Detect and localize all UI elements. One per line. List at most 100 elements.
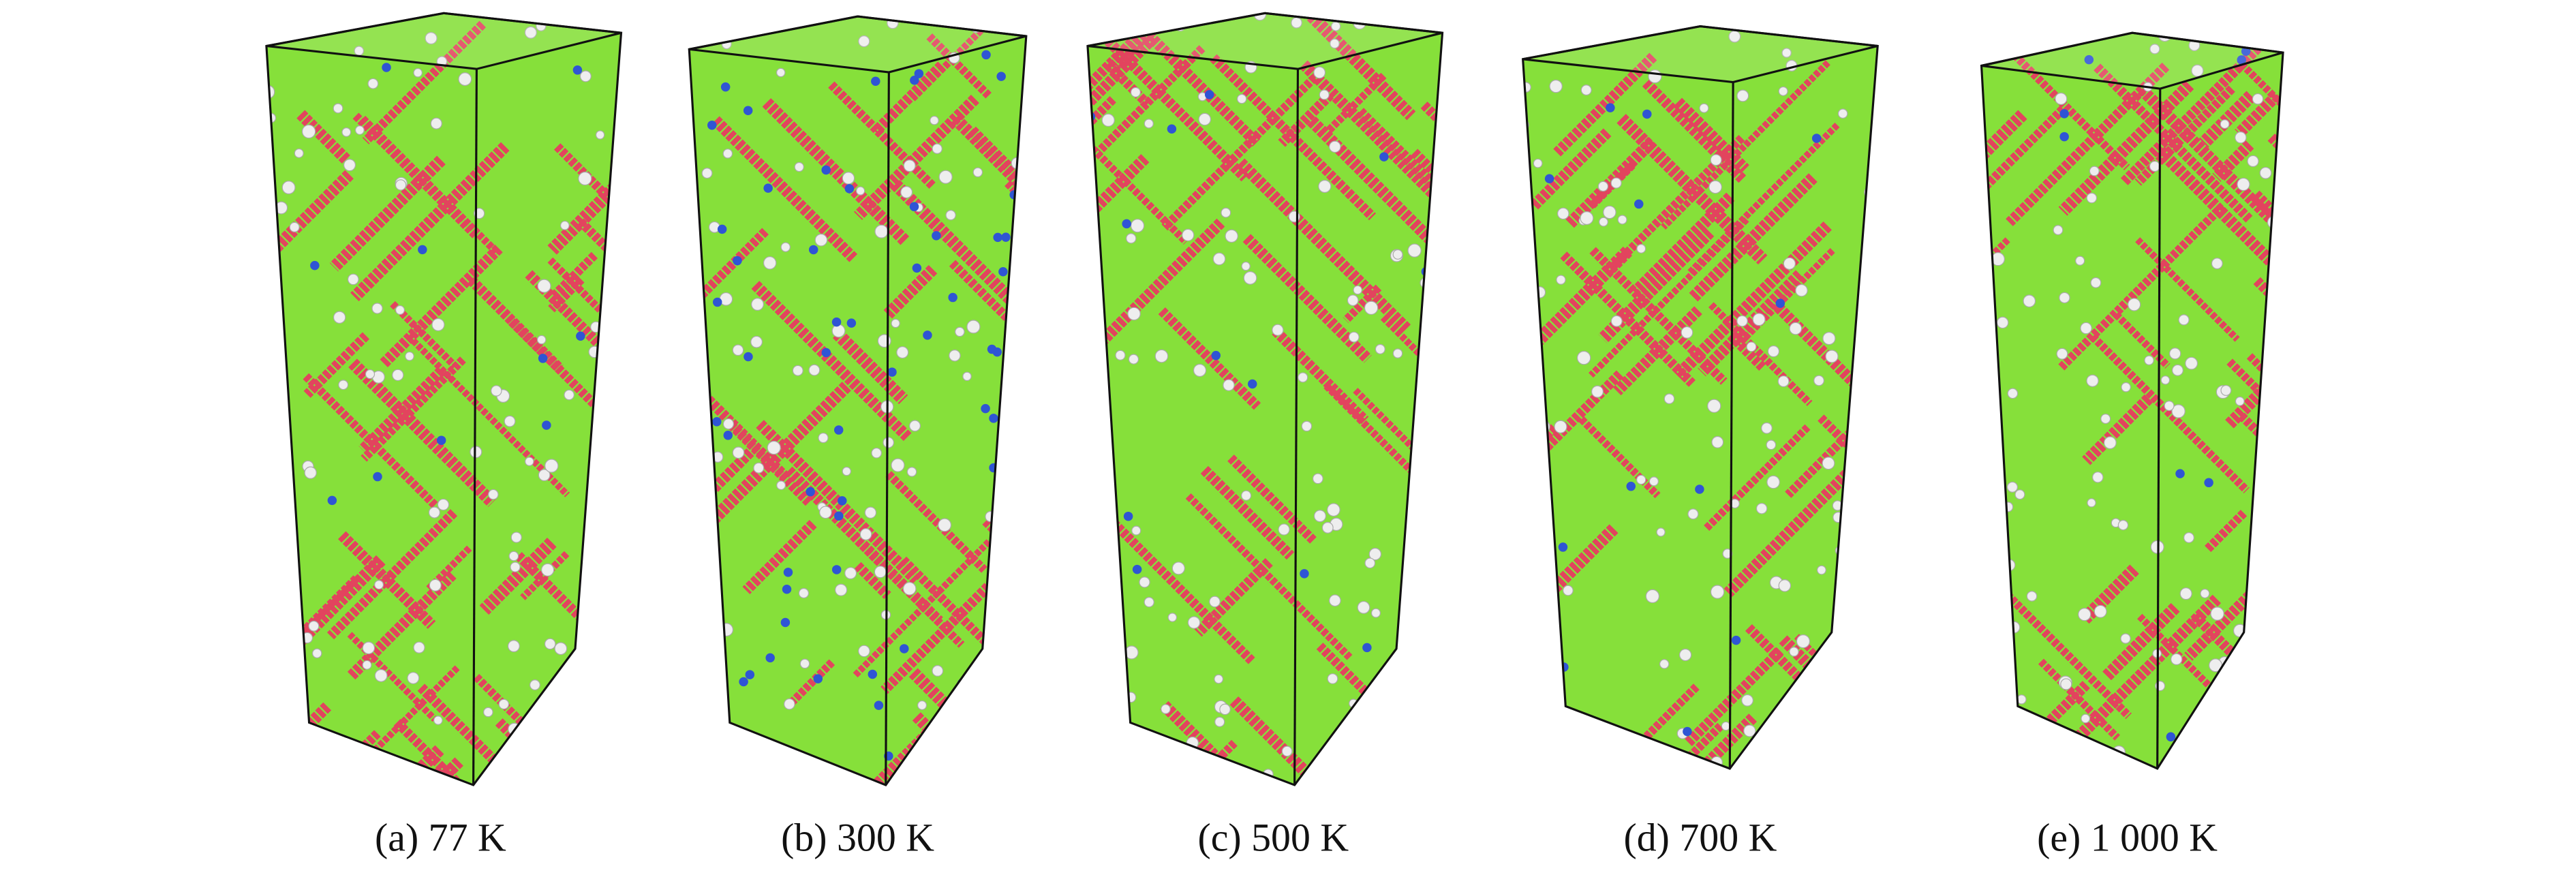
atom [510, 561, 521, 572]
stacking-fault [912, 712, 1026, 786]
atom [1130, 87, 1141, 97]
atom [1128, 354, 1139, 365]
stacking-fault [303, 332, 370, 398]
atom [874, 566, 887, 579]
atom [333, 311, 346, 324]
atom [597, 412, 611, 426]
atom [1840, 716, 1850, 725]
atom [1127, 307, 1141, 321]
atom [538, 354, 548, 363]
atom [1300, 569, 1309, 579]
atom [1811, 134, 1822, 143]
stacking-fault [1687, 173, 1818, 303]
box-outline [1980, 31, 2284, 770]
atom [1681, 326, 1693, 339]
atom [723, 431, 733, 440]
atom [430, 117, 442, 129]
atom [694, 662, 704, 673]
atom [458, 72, 472, 87]
stacking-fault [921, 747, 1026, 786]
atom [1362, 643, 1372, 653]
stacking-fault [2204, 510, 2248, 553]
atom [966, 320, 981, 334]
atom [1131, 525, 1141, 536]
atom [525, 457, 534, 466]
atom [858, 35, 870, 48]
atom [1313, 510, 1327, 523]
atom [1376, 691, 1389, 704]
atom [1212, 252, 1226, 266]
box-edge [885, 72, 890, 786]
box-outline [265, 12, 623, 786]
atom [491, 385, 502, 397]
atom [2078, 608, 2091, 621]
atom [2238, 686, 2248, 696]
atom [1392, 737, 1402, 747]
atom [392, 369, 404, 382]
atom [431, 318, 445, 332]
atom [1281, 745, 1293, 757]
stacking-fault [1708, 302, 1813, 406]
atom [1550, 653, 1561, 664]
simulation-box [265, 12, 623, 786]
atom [2179, 587, 2192, 600]
atom [1636, 244, 1646, 253]
atom [1125, 692, 1137, 703]
stacking-fault [390, 301, 458, 369]
atom [712, 297, 722, 307]
stacking-fault [2267, 134, 2284, 260]
atom [1795, 283, 1808, 297]
atom [1225, 229, 1238, 243]
atom [883, 437, 895, 448]
atom [373, 472, 382, 482]
atom [923, 330, 932, 340]
atom [266, 589, 275, 600]
atom [327, 495, 337, 506]
atom [720, 82, 731, 92]
atom [1818, 698, 1828, 709]
atom [365, 369, 375, 380]
atom [1368, 547, 1382, 561]
box-body [1981, 33, 2284, 769]
atom [1597, 181, 1609, 192]
stacking-fault [266, 730, 381, 786]
atom [806, 487, 815, 497]
atom [2120, 633, 2131, 644]
atom [585, 750, 599, 764]
panel-label: (a) 77 K [375, 815, 506, 859]
stacking-fault [553, 143, 611, 200]
atom [871, 447, 882, 459]
atom [1193, 363, 1207, 378]
atom [2061, 741, 2074, 754]
atom [2183, 532, 2194, 543]
simulation-box [1980, 31, 2284, 770]
atom [1695, 484, 1704, 494]
atom [1746, 341, 1757, 352]
atom [1557, 207, 1569, 220]
atom [2094, 604, 2107, 618]
atom [988, 581, 1002, 594]
atom [1711, 435, 1724, 448]
atom [2235, 132, 2247, 144]
atom [996, 72, 1006, 81]
atom [1353, 285, 1362, 295]
atom [701, 168, 713, 179]
stacking-fault [495, 718, 622, 786]
stacking-fault [1981, 237, 2010, 364]
atom [2166, 732, 2176, 742]
atom [987, 344, 997, 354]
atom [2219, 725, 2228, 735]
atom [1789, 750, 1802, 764]
stacking-fault [1200, 465, 1295, 560]
atom [903, 159, 916, 172]
atom [1678, 648, 1692, 662]
atom [900, 644, 909, 653]
atom [844, 567, 857, 580]
atom [1204, 90, 1214, 99]
atom [2211, 258, 2223, 270]
stacking-fault [689, 260, 701, 337]
atom [921, 730, 936, 744]
atom [1278, 523, 1290, 536]
atom [2006, 481, 2019, 493]
atom [1327, 503, 1340, 517]
